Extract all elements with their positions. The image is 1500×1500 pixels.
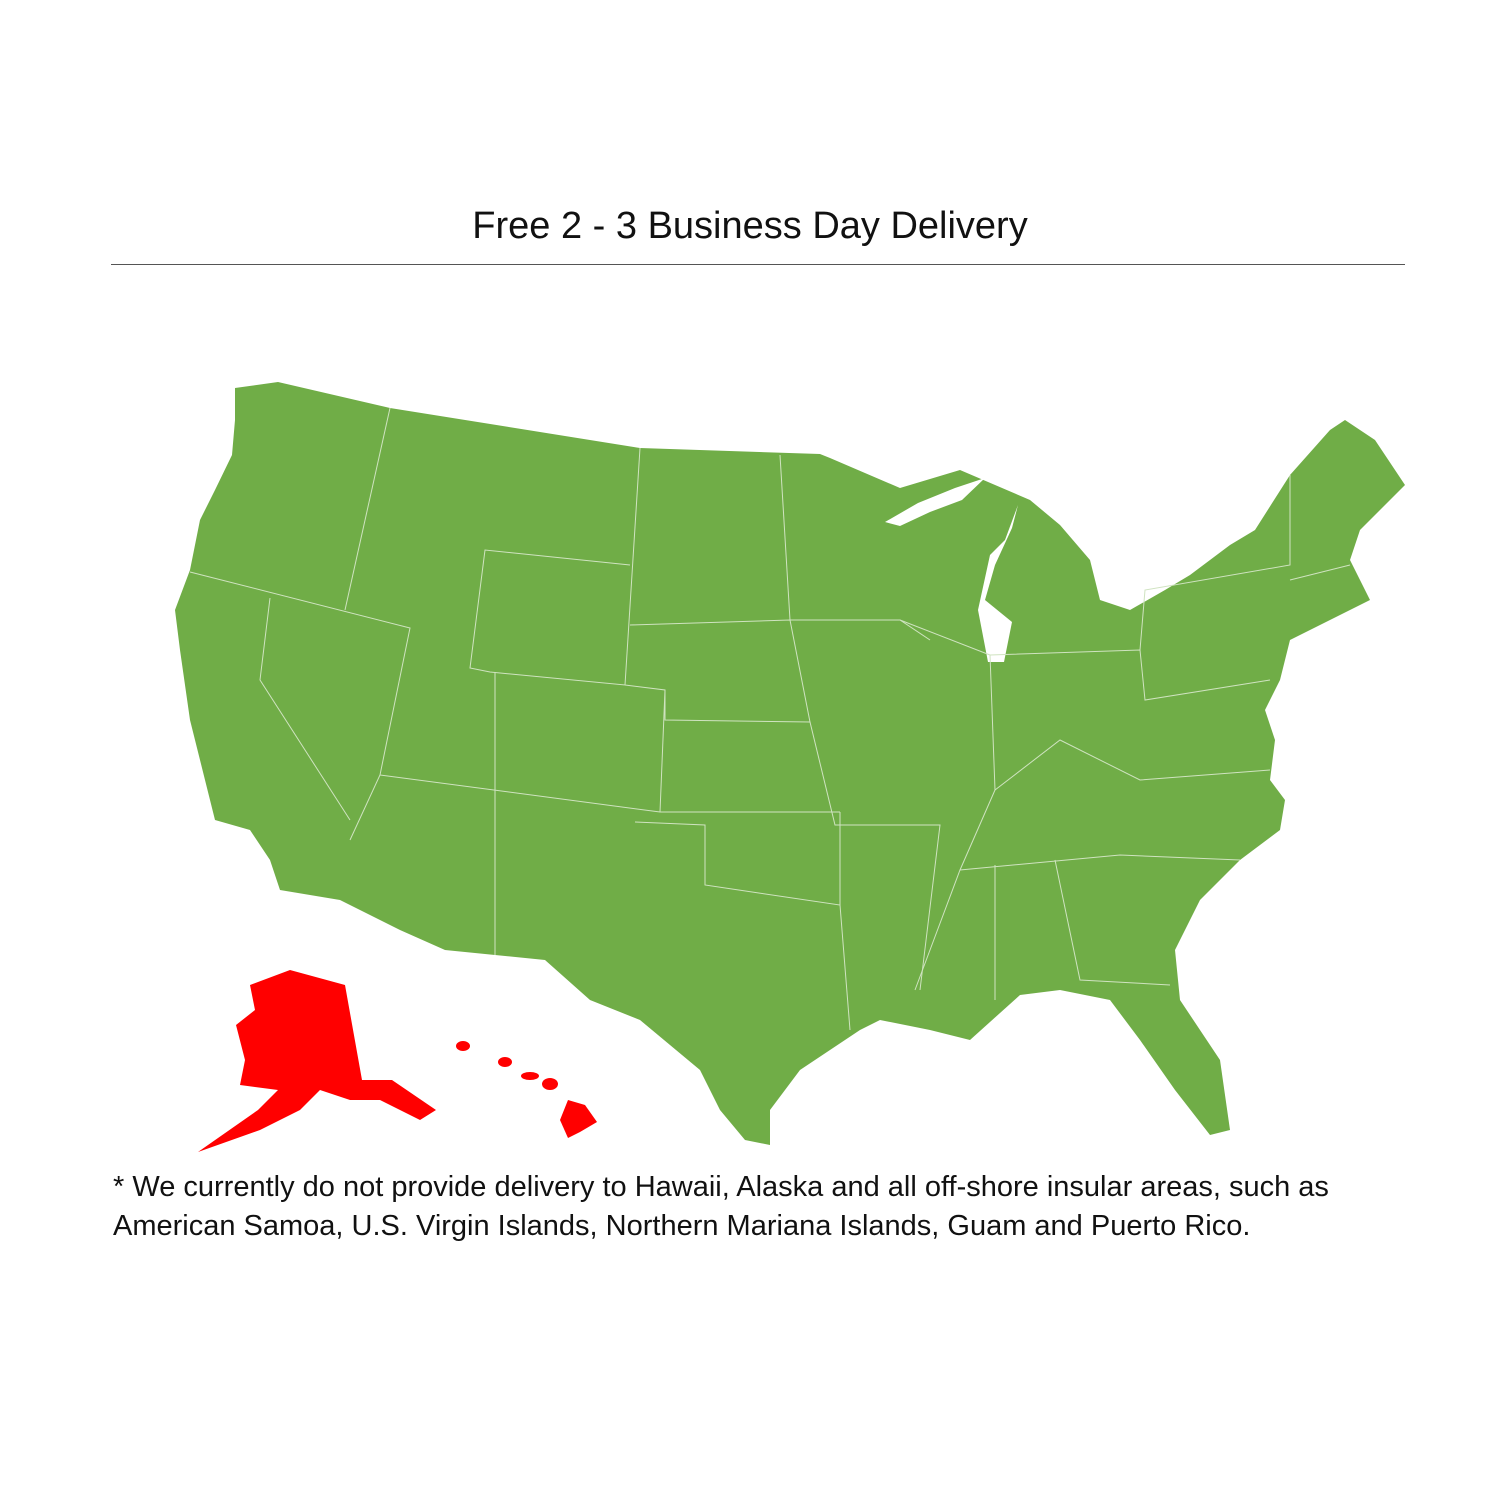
contiguous-us-region — [175, 382, 1405, 1145]
hawaii-island-molokai — [521, 1072, 539, 1080]
lake-michigan — [978, 505, 1018, 662]
alaska-region — [198, 970, 436, 1152]
alaska-shape — [198, 970, 436, 1152]
lake-superior — [885, 478, 985, 526]
page-title: Free 2 - 3 Business Day Delivery — [472, 205, 1028, 247]
hawaii-island-maui — [542, 1078, 558, 1090]
contiguous-us-shape — [175, 382, 1405, 1145]
hawaii-island-big-island — [560, 1100, 597, 1138]
hawaii-island-oahu — [498, 1057, 512, 1067]
hawaii-region — [456, 1041, 597, 1138]
hawaii-island-kauai — [456, 1041, 470, 1051]
title-divider — [111, 264, 1405, 265]
state-borders — [189, 407, 1351, 1031]
delivery-footnote: * We currently do not provide delivery t… — [113, 1171, 1329, 1242]
